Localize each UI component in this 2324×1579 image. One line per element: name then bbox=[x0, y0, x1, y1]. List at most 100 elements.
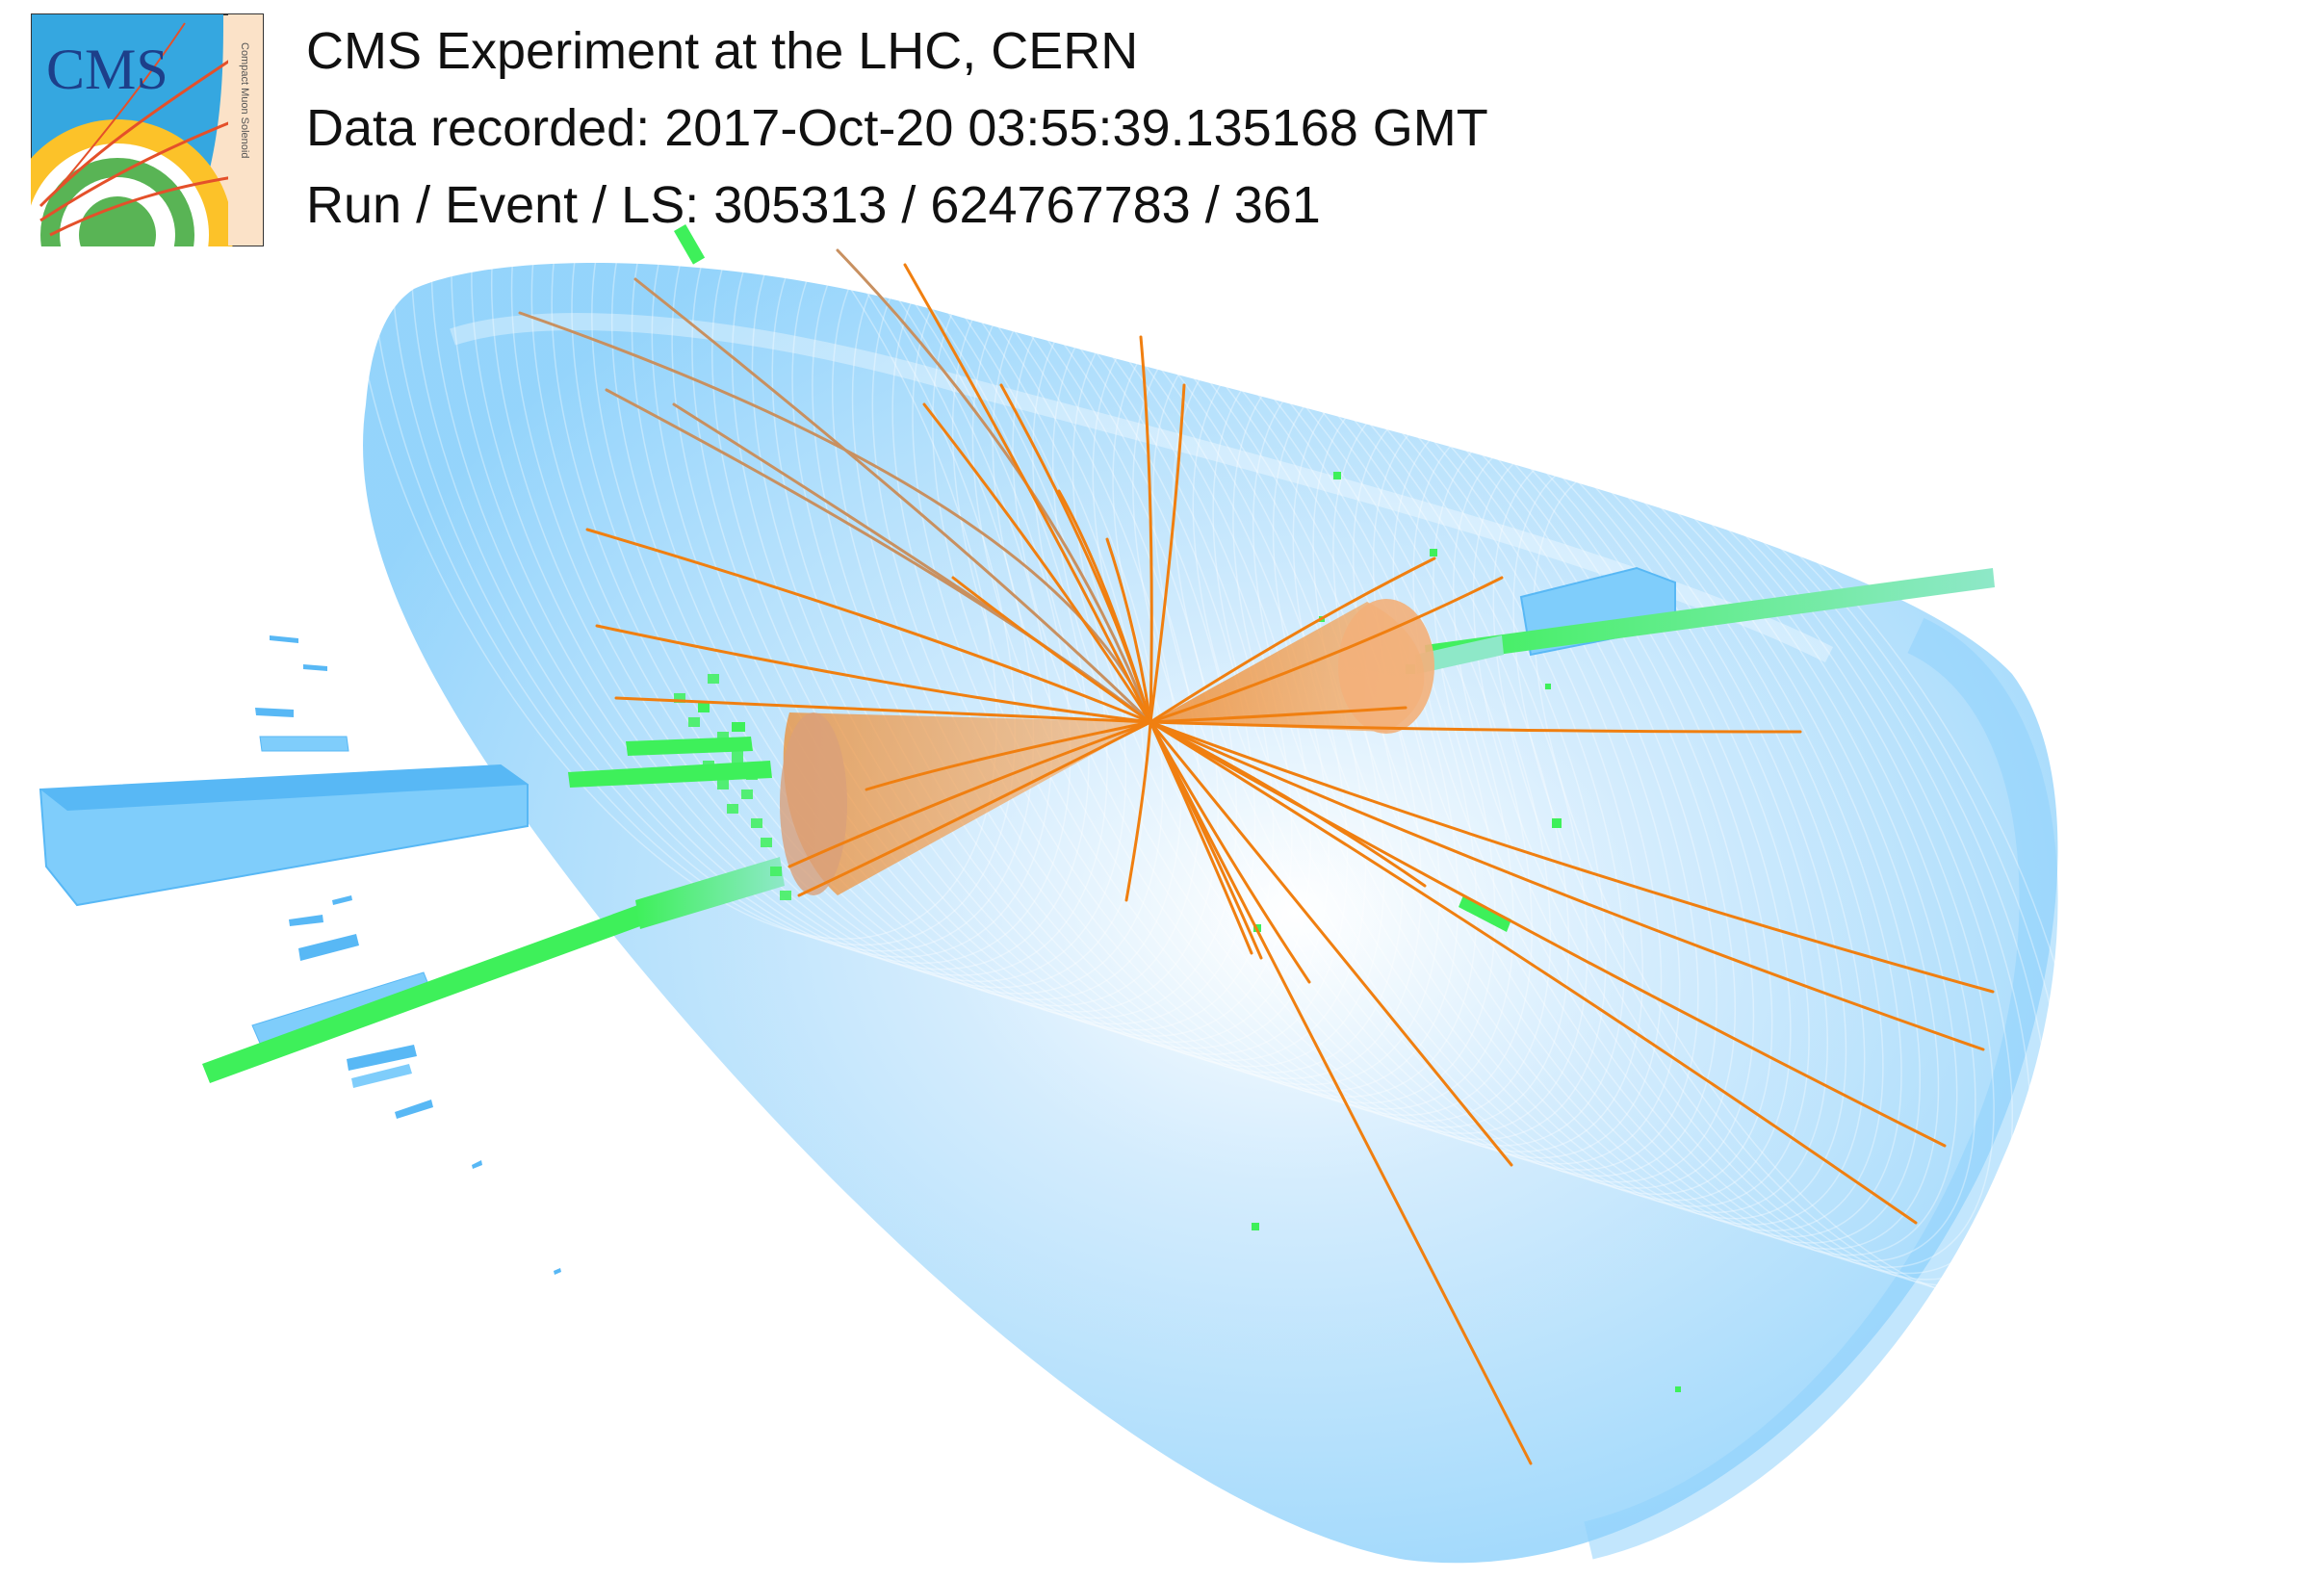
barrel-ring bbox=[490, 74, 1127, 983]
barrel-ring bbox=[471, 67, 1108, 976]
barrel-ring bbox=[1232, 349, 1810, 1207]
barrel-ring bbox=[1012, 267, 1607, 1141]
barrel-ring bbox=[1172, 326, 1755, 1189]
hcal-cell bbox=[703, 761, 714, 770]
hcal-cell-3 bbox=[732, 722, 745, 732]
track bbox=[1149, 720, 1533, 1465]
barrel-ring bbox=[410, 45, 1053, 958]
barrel-ring bbox=[451, 60, 1090, 971]
track bbox=[1149, 720, 1427, 888]
hcal-cell-1 bbox=[688, 741, 710, 751]
hcal-tower-lower-right bbox=[1459, 895, 1511, 932]
barrel-ring bbox=[1192, 333, 1773, 1196]
barrel-ring bbox=[1512, 452, 2069, 1293]
barrel-ring bbox=[1132, 311, 1717, 1178]
barrel-ring bbox=[1272, 363, 1847, 1220]
hcal-tower-left-low-2 bbox=[635, 857, 785, 929]
track bbox=[951, 576, 1152, 724]
hcal-cell-7 bbox=[1252, 1223, 1259, 1230]
muon-chamber-5 bbox=[298, 934, 359, 961]
barrel-ring bbox=[1212, 341, 1792, 1202]
barrel-ring bbox=[1472, 437, 2032, 1281]
track bbox=[1149, 720, 1311, 984]
hcal-cell bbox=[741, 790, 753, 799]
hcal-cell-2 bbox=[698, 703, 710, 712]
track bbox=[1105, 537, 1152, 724]
track bbox=[922, 402, 1152, 724]
barrel-ring bbox=[971, 252, 1570, 1128]
hcal-cell bbox=[727, 804, 738, 814]
track bbox=[788, 720, 1152, 868]
data-recorded: Data recorded: 2017-Oct-20 03:55:39.1351… bbox=[306, 99, 1488, 157]
track bbox=[1149, 720, 1985, 1051]
track bbox=[903, 263, 1152, 724]
barrel-ring bbox=[1292, 371, 1866, 1226]
hcal-cell bbox=[732, 751, 743, 761]
barrel-ring bbox=[390, 38, 1035, 952]
charged-tracks bbox=[518, 248, 1995, 1465]
track bbox=[1149, 720, 1263, 960]
track bbox=[633, 277, 1152, 724]
muon-chamber-10 bbox=[270, 635, 298, 643]
track bbox=[865, 720, 1152, 791]
hcal-cell-9 bbox=[1333, 472, 1341, 479]
hcal-tower-left-mid bbox=[568, 761, 772, 788]
experiment-title: CMS Experiment at the LHC, CERN bbox=[306, 22, 1139, 80]
barrel-ring bbox=[591, 112, 1219, 1013]
hcal-cell bbox=[770, 867, 782, 876]
hcal-cell-10 bbox=[1430, 549, 1437, 557]
barrel-ring bbox=[651, 134, 1275, 1031]
barrel-ring bbox=[530, 90, 1164, 995]
barrel-ring bbox=[1032, 274, 1625, 1147]
hcal-cell bbox=[761, 838, 772, 847]
track bbox=[1149, 706, 1407, 724]
jet-cone-left bbox=[783, 712, 1150, 895]
run-event-ls: Run / Event / LS: 305313 / 624767783 / 3… bbox=[306, 176, 1321, 234]
hcal-cell bbox=[780, 891, 791, 900]
muon-chamber-3 bbox=[259, 736, 349, 752]
hcal-cell bbox=[717, 732, 729, 741]
barrel-ring bbox=[1332, 385, 1902, 1238]
track bbox=[585, 528, 1152, 724]
track bbox=[1124, 720, 1152, 902]
barrel-ring bbox=[992, 260, 1588, 1134]
muon-chamber-11 bbox=[303, 664, 327, 671]
barrel-ring bbox=[631, 126, 1256, 1025]
hcal-cell bbox=[751, 818, 762, 828]
track bbox=[1149, 720, 1513, 1167]
track bbox=[1149, 720, 1802, 734]
barrel-ring bbox=[951, 245, 1552, 1123]
logo-text: CMS bbox=[46, 38, 168, 101]
track bbox=[518, 311, 1152, 724]
track bbox=[1149, 720, 1918, 1225]
hcal-cell bbox=[674, 693, 685, 703]
track bbox=[595, 624, 1152, 724]
track bbox=[1149, 720, 1947, 1148]
barrel-end-ring bbox=[1584, 617, 2058, 1560]
barrel-ring bbox=[430, 52, 1072, 965]
hcal-cell-top bbox=[674, 224, 706, 265]
barrel-ring bbox=[1412, 415, 1976, 1262]
hcal-cell-12 bbox=[1545, 684, 1551, 689]
track bbox=[1149, 557, 1436, 724]
barrel-ring bbox=[1492, 445, 2051, 1286]
barrel-ring bbox=[1533, 459, 2087, 1299]
barrel-ring bbox=[711, 156, 1330, 1049]
muon-chamber-7 bbox=[351, 1064, 412, 1088]
hcal-cell-5 bbox=[1552, 818, 1562, 828]
barrel-ring bbox=[350, 23, 997, 940]
barrel-ring bbox=[510, 82, 1146, 989]
barrel-ring bbox=[1372, 401, 1940, 1250]
hcal-cell bbox=[717, 780, 729, 790]
muon-chamber-8 bbox=[395, 1100, 433, 1119]
barrel-ring bbox=[1252, 355, 1829, 1214]
barrel-ring bbox=[1353, 393, 1921, 1244]
barrel-ring bbox=[370, 30, 1017, 946]
track bbox=[1149, 720, 1995, 994]
hcal-cell bbox=[746, 770, 758, 780]
jet-cone-right-cap bbox=[1338, 599, 1434, 734]
barrel-ring bbox=[1433, 423, 1995, 1268]
muon-chamber-9 bbox=[289, 915, 323, 926]
muon-chamber-14 bbox=[554, 1268, 561, 1275]
muon-chamber-13 bbox=[472, 1160, 482, 1169]
